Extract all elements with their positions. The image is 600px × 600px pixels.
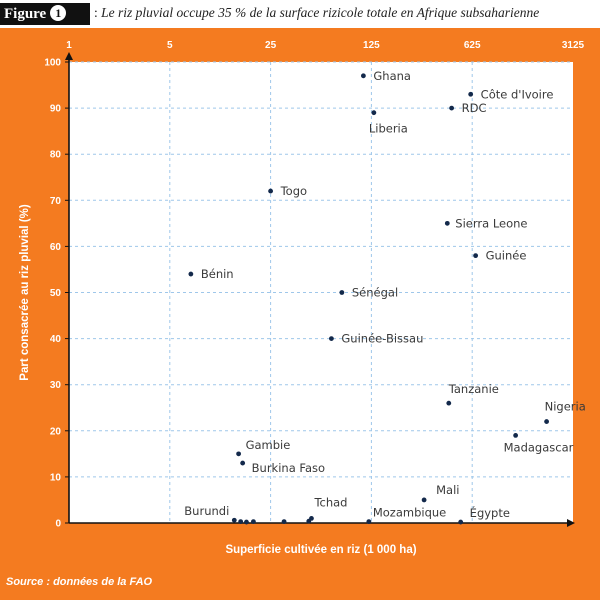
point-label: Sénégal xyxy=(352,286,398,300)
figure-title: : Le riz pluvial occupe 35 % de la surfa… xyxy=(94,5,539,21)
data-point xyxy=(236,451,242,457)
y-axis-arrow xyxy=(65,52,73,60)
y-tick-label: 40 xyxy=(50,334,62,345)
x-tick-label: 125 xyxy=(363,40,380,51)
data-point xyxy=(306,518,312,524)
point-label: Mali xyxy=(436,483,459,497)
x-tick-label: 5 xyxy=(167,40,173,51)
data-point xyxy=(188,271,194,277)
data-point xyxy=(360,73,366,79)
data-point xyxy=(371,110,377,116)
point-label: Gambie xyxy=(246,438,291,452)
point-label: Bénin xyxy=(201,267,234,281)
point-label: Burundi xyxy=(184,504,229,518)
y-tick-label: 60 xyxy=(50,242,62,253)
y-tick-label: 10 xyxy=(50,472,62,483)
data-point xyxy=(544,419,549,424)
point-label: Tchad xyxy=(313,495,347,509)
data-point xyxy=(444,220,450,226)
scatter-chart: 0 10 20 30 40 50 60 70 80 90 100 1 5 25 125 625 3125 Supe… xyxy=(19,40,586,556)
y-tick-label: 70 xyxy=(50,196,62,207)
point-label: RDC xyxy=(462,101,487,115)
point-label: Ghana xyxy=(373,69,411,83)
data-point xyxy=(251,519,256,525)
data-point xyxy=(473,253,479,259)
point-label: Guinée-Bissau xyxy=(341,332,423,346)
x-axis-arrow xyxy=(567,519,575,527)
y-tick-label: 0 xyxy=(55,519,61,530)
point-label: Sierra Leone xyxy=(455,216,527,230)
x-tick-label: 1 xyxy=(66,40,72,51)
x-tick-label: 625 xyxy=(464,40,481,51)
point-label: Côte d'Ivoire xyxy=(481,87,554,101)
data-point xyxy=(366,519,372,525)
figure-header: Figure 1 : Le riz pluvial occupe 35 % de … xyxy=(0,0,600,28)
point-label: Madagascar xyxy=(504,440,574,454)
data-point xyxy=(513,433,519,438)
point-label: Mozambique xyxy=(373,506,446,520)
x-tick-label: 25 xyxy=(265,40,277,51)
source-note: Source : données de la FAO xyxy=(6,576,153,588)
data-point xyxy=(458,519,464,525)
y-tick-label: 20 xyxy=(50,426,62,437)
point-label: Égypte xyxy=(470,505,510,520)
point-label: Togo xyxy=(280,184,307,198)
data-point xyxy=(281,519,287,525)
data-point xyxy=(449,105,455,111)
data-point xyxy=(268,188,273,194)
data-point xyxy=(421,497,427,503)
data-point xyxy=(244,519,249,525)
data-point xyxy=(238,519,244,525)
data-point xyxy=(231,517,237,523)
title-colon: : xyxy=(94,5,98,20)
data-point xyxy=(240,460,246,466)
data-point xyxy=(468,91,474,97)
x-tick-label: 3125 xyxy=(562,40,585,51)
figure-number-badge: 1 xyxy=(50,5,67,21)
y-tick-label: 90 xyxy=(50,104,62,115)
data-point xyxy=(339,290,345,295)
figure-label: Figure 1 xyxy=(0,3,90,25)
y-tick-label: 30 xyxy=(50,380,62,391)
y-tick-label: 100 xyxy=(44,58,61,69)
y-axis-title: Part consacrée au riz pluvial (%) xyxy=(19,204,31,381)
point-label: Liberia xyxy=(369,122,408,136)
data-point xyxy=(446,400,452,406)
y-tick-label: 50 xyxy=(50,288,62,299)
x-axis-title: Superficie cultivée en riz (1 000 ha) xyxy=(225,544,416,556)
point-label: Burkina Faso xyxy=(252,461,325,475)
point-label: Nigeria xyxy=(545,400,586,414)
point-label: Tanzanie xyxy=(448,382,499,396)
y-tick-label: 80 xyxy=(50,150,62,161)
data-point xyxy=(329,336,334,341)
figure-title-text: Le riz pluvial occupe 35 % de la surface… xyxy=(101,5,540,20)
figure-label-text: Figure xyxy=(4,6,47,22)
point-label: Guinée xyxy=(486,249,527,263)
